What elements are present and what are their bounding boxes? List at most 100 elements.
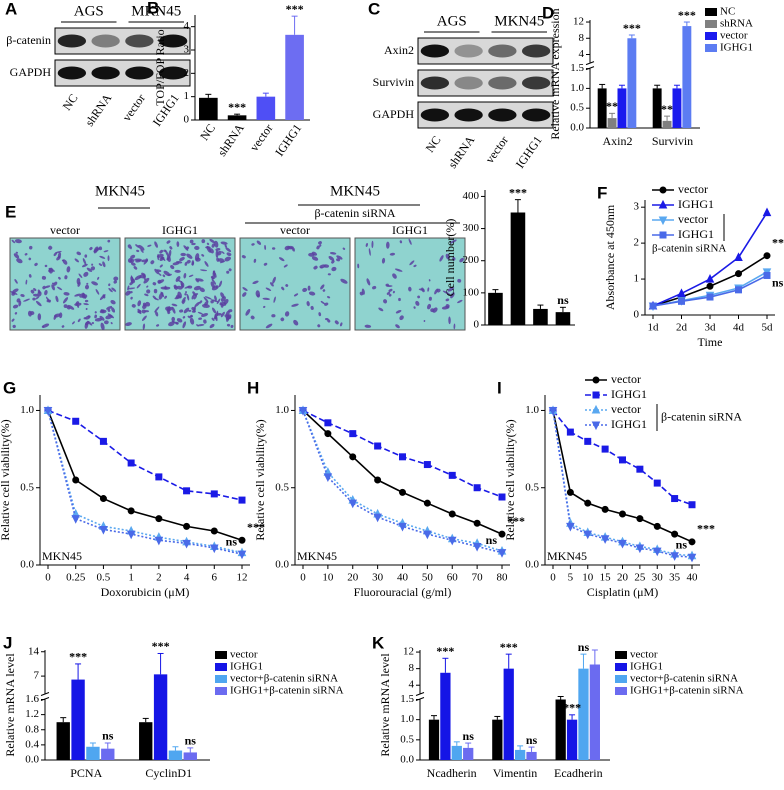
- x-tick-label: CyclinD1: [145, 766, 192, 780]
- x-tick-label: vector: [247, 121, 276, 154]
- image-label: vector: [280, 223, 310, 237]
- cell: [293, 293, 299, 297]
- y-axis-label: TOP/FOP Ratio: [153, 29, 167, 105]
- point: [43, 406, 53, 416]
- cell: [93, 247, 100, 253]
- group-label: AGS: [74, 3, 104, 19]
- cell: [334, 320, 339, 325]
- cell: [35, 300, 42, 307]
- cell: [100, 322, 105, 331]
- cell: [159, 264, 163, 268]
- panel-letter: H: [247, 378, 259, 397]
- cell: [242, 287, 248, 291]
- series-line: [47, 410, 243, 542]
- cell: [142, 323, 146, 330]
- cell: [327, 273, 331, 276]
- bar: [662, 120, 672, 128]
- bar: [672, 88, 682, 128]
- point: [498, 493, 506, 501]
- cell: [180, 252, 187, 257]
- cell: [201, 239, 206, 244]
- cell: [188, 274, 194, 277]
- cell: [62, 259, 68, 265]
- cell: [251, 243, 255, 246]
- cell: [386, 285, 393, 287]
- cell: [12, 304, 19, 309]
- point: [398, 522, 407, 532]
- cell: [130, 275, 134, 281]
- point: [154, 536, 164, 546]
- point: [601, 445, 609, 453]
- y-tick-label: 0.0: [525, 559, 539, 571]
- cell: [130, 262, 136, 266]
- cell: [171, 306, 176, 314]
- significance: ***: [228, 100, 246, 114]
- cell: [395, 324, 400, 329]
- cell: [320, 300, 325, 305]
- cell: [154, 241, 158, 248]
- cell: [211, 299, 219, 303]
- cell: [146, 285, 149, 288]
- cell: [439, 255, 444, 262]
- significance: ***: [772, 235, 784, 249]
- lane-label: NC: [60, 91, 81, 113]
- cell: [223, 298, 229, 305]
- y-tick-label: 400: [463, 190, 480, 202]
- cell: [453, 323, 456, 330]
- axis-break: [585, 61, 595, 66]
- blot-band: [488, 108, 517, 122]
- series-line: [47, 410, 243, 555]
- cell: [211, 307, 217, 314]
- cell: [398, 297, 401, 302]
- bar: [183, 752, 197, 760]
- y-tick-label: 4: [184, 20, 190, 32]
- significance: ns: [557, 293, 569, 307]
- cell: [63, 292, 70, 296]
- cell: [138, 244, 145, 251]
- cell: [220, 311, 225, 318]
- cell: [386, 291, 391, 295]
- cell: [99, 294, 106, 301]
- y-tick-label: 0.5: [275, 481, 289, 493]
- y-tick-label: 1.0: [570, 82, 584, 94]
- y-tick-label: 2: [184, 67, 190, 79]
- x-tick-label: 0: [300, 572, 306, 584]
- lane-label: vector: [482, 133, 511, 166]
- cell: [179, 309, 184, 313]
- point: [126, 530, 136, 540]
- cell: [386, 241, 390, 249]
- cell: [106, 305, 113, 310]
- y-tick-label: 0.0: [275, 559, 289, 571]
- x-tick-label: NC: [197, 121, 218, 143]
- cell: [58, 312, 63, 319]
- cell: [263, 305, 266, 308]
- cell: [327, 319, 331, 323]
- row-label: GAPDH: [373, 107, 415, 121]
- point: [687, 553, 697, 563]
- cell: [78, 273, 83, 279]
- significance: ***: [500, 640, 518, 654]
- point: [72, 476, 80, 484]
- point: [653, 522, 661, 530]
- point: [209, 544, 219, 554]
- cell: [331, 266, 337, 272]
- cell: [67, 304, 75, 310]
- bar: [503, 668, 514, 760]
- x-axis-label: Time: [698, 335, 723, 349]
- x-axis-label: Fluorouracial (g/ml): [354, 585, 452, 599]
- cell: [81, 293, 85, 298]
- y-tick-label: 0.5: [20, 481, 34, 493]
- group-label: MKN45: [494, 13, 544, 29]
- lane-label: NC: [423, 133, 444, 155]
- significance: ns: [676, 537, 688, 551]
- cell: [319, 244, 322, 247]
- cell: [170, 265, 175, 270]
- x-tick-label: 2d: [676, 322, 688, 334]
- cell: [125, 322, 132, 326]
- y-tick-label: 14: [28, 645, 40, 657]
- blot-band: [420, 44, 450, 58]
- cell: [230, 324, 234, 329]
- y-tick-label: 1.5: [570, 62, 584, 74]
- y-tick-label: 0.4: [25, 738, 39, 750]
- point: [671, 530, 679, 538]
